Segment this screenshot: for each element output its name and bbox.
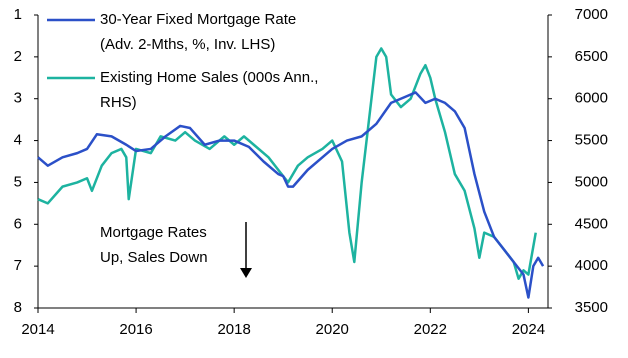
- y-tick-label: 4: [14, 132, 22, 149]
- x-tick-label: 2020: [316, 321, 349, 338]
- legend-label: 30-Year Fixed Mortgage Rate: [100, 11, 296, 28]
- x-tick-label: 2024: [512, 321, 545, 338]
- y2-tick-label: 4000: [575, 257, 608, 274]
- line: [37, 91, 545, 299]
- legend-label: (Adv. 2-Mths, %, Inv. LHS): [100, 36, 275, 53]
- x-tick-label: 2018: [217, 321, 250, 338]
- y-tick-label: 2: [14, 48, 22, 65]
- y-tick-label: 7: [14, 257, 22, 274]
- y-tick-label: 8: [14, 299, 22, 316]
- y2-tick-label: 7000: [575, 6, 608, 23]
- y-tick-label: 6: [14, 215, 22, 232]
- y2-tick-label: 6500: [575, 48, 608, 65]
- y-tick-label: 5: [14, 173, 22, 190]
- legend-label: RHS): [100, 94, 137, 111]
- y2-tick-label: 5000: [575, 173, 608, 190]
- y2-tick-label: 4500: [575, 215, 608, 232]
- annotation: Mortgage Rates: [100, 224, 207, 241]
- y-tick-label: 1: [14, 6, 22, 23]
- x-tick-label: 2014: [21, 321, 54, 338]
- annotation: Up, Sales Down: [100, 249, 208, 266]
- y2-tick-label: 3500: [575, 299, 608, 316]
- line: [37, 47, 537, 280]
- y2-tick-label: 6000: [575, 90, 608, 107]
- arrow-head: [240, 268, 252, 278]
- y-tick-label: 3: [14, 90, 22, 107]
- x-tick-label: 2016: [119, 321, 152, 338]
- y2-tick-label: 5500: [575, 132, 608, 149]
- legend-label: Existing Home Sales (000s Ann.,: [100, 69, 318, 86]
- x-tick-label: 2022: [414, 321, 447, 338]
